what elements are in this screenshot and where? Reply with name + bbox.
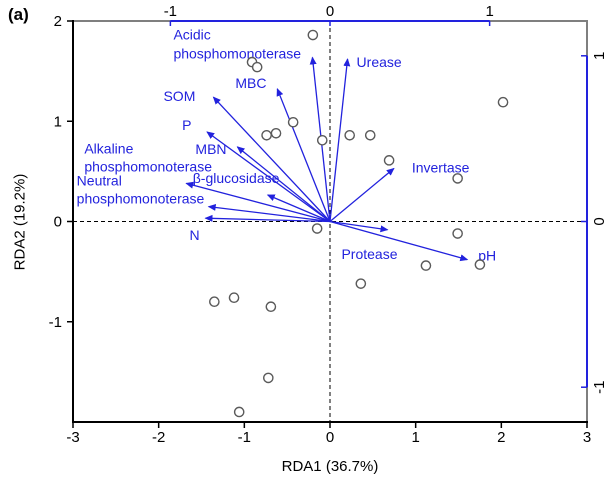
vector-label-mbc: MBC: [235, 75, 266, 91]
right-tick-label: 1: [591, 52, 608, 60]
sample-point: [420, 260, 432, 271]
vector-label-n: N: [189, 227, 199, 243]
x-tick-label: -1: [238, 429, 251, 446]
panel-label: (a): [8, 5, 29, 24]
sample-point: [452, 228, 463, 239]
y-tick-label: 2: [54, 13, 62, 30]
vector-label-invertase: Invertase: [412, 159, 470, 175]
vector-arrow-invertase: [329, 167, 395, 223]
x-tick-label: -3: [66, 429, 79, 446]
vector-label-p: P: [182, 117, 191, 133]
sample-point: [355, 278, 367, 289]
vector-label-som: SOM: [163, 88, 195, 104]
sample-point: [344, 129, 356, 141]
vector-arrow-neutral-phosphomonoterase: [207, 203, 331, 223]
y-tick-label: 1: [54, 113, 62, 130]
x-tick-label: 2: [497, 429, 505, 446]
vector-label-glucosidase: β-glucosidase: [193, 170, 280, 186]
sample-point: [383, 155, 395, 166]
x-tick-label: 1: [411, 429, 419, 446]
vector-label-alkaline-phosphomonoterase: Alkaline: [84, 140, 133, 156]
vector-arrow-mbc: [276, 88, 331, 222]
sample-point: [364, 129, 376, 141]
vector-label-neutral-phosphomonoterase: phosphomonoterase: [77, 191, 205, 207]
sample-point: [263, 372, 274, 384]
vector-arrow-alkaline-phosphomonoterase: [185, 181, 331, 223]
vector-label-acidic-phosphomonoterase: phosphomonoterase: [173, 45, 301, 61]
sample-point: [233, 406, 245, 418]
vector-arrow-mbn: [236, 146, 331, 223]
vector-arrow-n: [204, 214, 331, 223]
sample-point: [251, 61, 263, 73]
vector-arrow-protease: [329, 220, 389, 233]
sample-point: [311, 223, 323, 234]
sample-point: [265, 301, 277, 313]
vector-label-protease: Protease: [341, 246, 397, 262]
sample-point: [316, 134, 328, 146]
sample-point: [209, 296, 220, 308]
right-tick-label: -1: [591, 381, 608, 394]
vector-arrow-ph: [329, 220, 469, 262]
y-tick-label: 0: [54, 214, 62, 231]
vector-label-neutral-phosphomonoterase: Neutral: [77, 173, 122, 189]
sample-point: [261, 129, 272, 141]
sample-point: [307, 29, 319, 41]
vector-arrow-glucosidase: [266, 194, 331, 223]
sample-point: [452, 173, 463, 184]
vector-label-mbn: MBN: [195, 141, 226, 157]
vector-label-urease: Urease: [357, 54, 402, 70]
sample-point: [228, 292, 240, 303]
top-tick-label: 1: [485, 3, 493, 20]
sample-point: [474, 259, 486, 270]
right-tick-label: 0: [591, 217, 608, 225]
sample-point: [497, 96, 509, 108]
sample-point: [270, 127, 282, 139]
x-axis-title: RDA1 (36.7%): [281, 458, 379, 475]
y-tick-label: -1: [49, 314, 62, 331]
top-tick-label: -1: [164, 3, 177, 20]
vector-label-ph: pH: [478, 248, 496, 264]
x-tick-label: 3: [583, 429, 591, 446]
vector-arrow-p: [206, 131, 331, 223]
vector-arrow-urease: [329, 58, 351, 222]
vector-label-acidic-phosphomonoterase: Acidic: [173, 26, 210, 42]
x-tick-label: 0: [326, 429, 334, 446]
top-tick-label: 0: [326, 3, 334, 20]
y-axis-title: RDA2 (19.2%): [11, 173, 29, 271]
sample-point: [287, 116, 299, 128]
x-tick-label: -2: [152, 429, 165, 446]
vector-label-alkaline-phosphomonoterase: phosphomonoterase: [84, 158, 212, 174]
vector-arrow-som: [212, 96, 331, 222]
